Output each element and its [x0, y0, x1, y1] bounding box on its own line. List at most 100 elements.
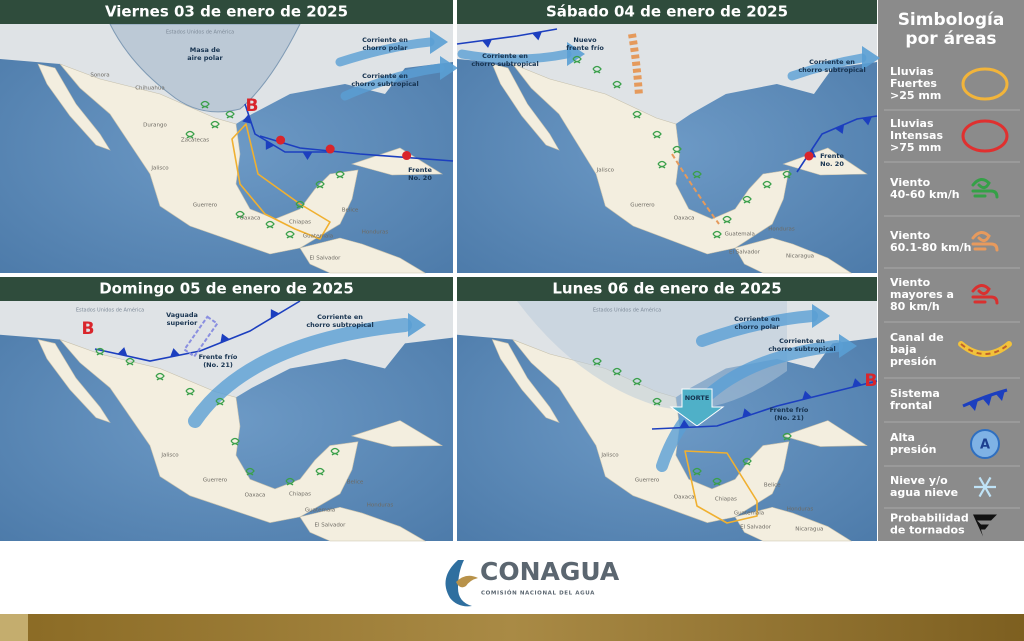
legend-label: frontal [890, 399, 932, 412]
map-annotation: B [246, 96, 259, 116]
legend-icon [978, 476, 992, 498]
legend-label: mayores a [890, 288, 954, 301]
cold-front-tooth [482, 39, 492, 48]
map-annotation: frente frío [566, 44, 604, 52]
jet-stream [656, 340, 843, 472]
footer-bar-accent [0, 614, 28, 641]
place-name: Honduras [362, 230, 389, 236]
legend-label: Alta [890, 431, 915, 444]
legend-label: Lluvias [890, 117, 934, 130]
legend-label: Viento [890, 229, 931, 242]
map-annotation: B [865, 371, 878, 391]
wind-symbol [742, 195, 752, 204]
legend-icon [982, 395, 992, 406]
land [350, 420, 444, 447]
place-name: El Salvador [740, 525, 772, 531]
land [59, 338, 359, 523]
jet-stream [335, 37, 435, 67]
land [350, 147, 444, 176]
place-name: Guerrero [203, 478, 228, 484]
map-annotation: Frente [820, 152, 844, 160]
panel-title-bar [457, 277, 877, 301]
legend-icon [971, 178, 999, 199]
cold-front-tooth [220, 333, 230, 343]
legend-label: presión [890, 355, 936, 368]
place-name: Jalisco [150, 166, 169, 172]
jet-arrowhead [430, 30, 448, 54]
wind-symbol [185, 130, 195, 139]
logo-drop [445, 560, 472, 607]
wind-symbol [632, 377, 642, 386]
map-annotation: chorro subtropical [351, 80, 418, 88]
logo-subtitle: COMISIÓN NACIONAL DEL AGUA [481, 590, 595, 597]
wind-symbol [315, 180, 325, 189]
map-annotation: Corriente en [482, 52, 528, 60]
wind-symbol [155, 372, 165, 381]
panel-title-bar [0, 0, 453, 24]
map-annotation: chorro subtropical [471, 60, 538, 68]
map-annotation: Corriente en [809, 58, 855, 66]
map-annotation: chorro polar [734, 323, 780, 331]
legend-label: de tornados [890, 524, 965, 537]
wind-symbol [330, 447, 340, 456]
warm-front-bulb [276, 135, 286, 145]
map-annotation: Vaguada [166, 311, 198, 319]
cold-front-tooth [117, 347, 128, 357]
land [782, 420, 868, 447]
wind-symbol [215, 397, 225, 406]
rain-area [684, 450, 758, 524]
logo-bird [456, 575, 478, 588]
map-annotation: Corriente en [734, 315, 780, 323]
cold-front-tooth [170, 348, 180, 357]
wind-symbol [265, 220, 275, 229]
legend-label: Intensas [890, 129, 943, 142]
wind-symbol [245, 467, 255, 476]
legend-icon [971, 284, 999, 305]
logo-mark [445, 560, 478, 607]
wind-symbol [692, 467, 702, 476]
front-line [456, 28, 558, 45]
legend-icon [960, 343, 1010, 355]
wind-symbol [782, 432, 792, 441]
wind-symbol [612, 80, 622, 89]
jet-arrowhead [839, 334, 857, 358]
place-name: Guatemala [303, 234, 333, 240]
legend-label: presión [890, 443, 936, 456]
map-annotation: No. 20 [820, 160, 844, 168]
map-annotation: Frente frío [770, 406, 809, 414]
place-name: Nicaragua [795, 527, 823, 533]
front-line [651, 380, 878, 430]
strong-wind-band [628, 33, 643, 97]
land [299, 237, 427, 274]
jet-arrowhead [812, 304, 830, 328]
wind-symbol [285, 230, 295, 239]
legend-icon [968, 400, 978, 411]
map-annotation: chorro subtropical [798, 66, 865, 74]
map-annotation: Estados Unidos de América [593, 307, 661, 314]
cold-front-tooth [242, 114, 252, 124]
cold-front-tooth [679, 419, 690, 428]
place-name: El Salvador [729, 250, 761, 256]
map-annotation: chorro polar [362, 44, 408, 52]
wind-symbol [230, 437, 240, 446]
warm-front-bulb [804, 151, 814, 161]
cold-front-tooth [852, 378, 862, 388]
wind-symbol [315, 467, 325, 476]
jet-arrowhead [567, 42, 585, 66]
map-annotation: chorro subtropical [306, 321, 373, 329]
map-annotation: (No. 21) [203, 361, 233, 369]
place-name: Oaxaca [674, 495, 695, 501]
legend-label: 80 km/h [890, 300, 940, 313]
wind-symbol [210, 120, 220, 129]
land [491, 63, 560, 151]
place-name: Honduras [768, 227, 795, 233]
place-name: Guerrero [193, 203, 218, 209]
place-name: Sonora [90, 73, 109, 79]
place-name: Nicaragua [786, 254, 814, 260]
wind-symbol [782, 170, 792, 179]
wind-symbol [592, 65, 602, 74]
map-annotation: No. 20 [408, 174, 432, 182]
